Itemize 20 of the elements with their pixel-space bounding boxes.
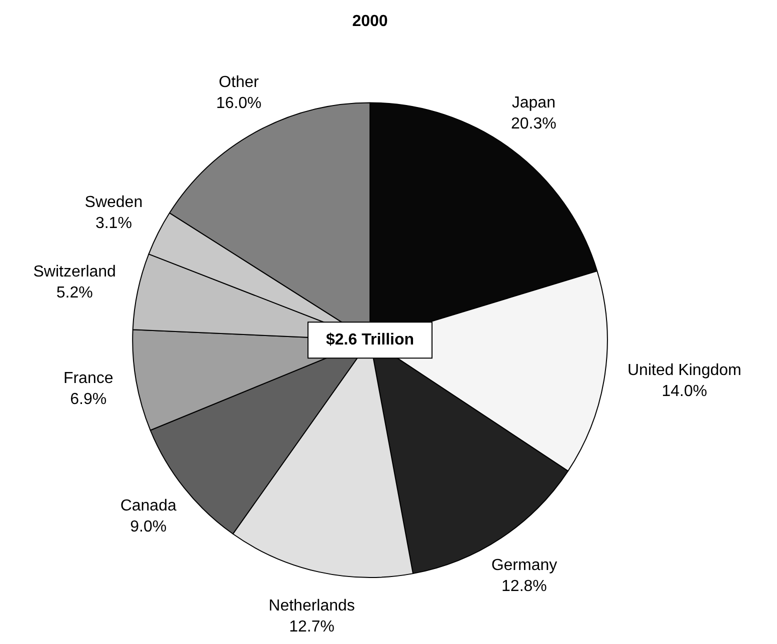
slice-label: Germany <box>491 557 558 574</box>
data-label: 20.3% <box>510 116 556 133</box>
data-label: 5.2% <box>56 284 93 302</box>
slice-label: Netherlands <box>268 597 355 614</box>
text: $2.6 Trillion <box>326 332 414 349</box>
data-label: 16.0% <box>216 95 262 112</box>
slice-label: Switzerland <box>33 263 116 280</box>
data-label: 6.9% <box>70 391 107 408</box>
data-label: 9.0% <box>130 518 167 536</box>
data-label: 14.0% <box>662 383 708 400</box>
slice-label: Sweden <box>84 194 143 212</box>
slice-label: United Kingdom <box>627 362 742 380</box>
slice-label: Canada <box>120 497 176 514</box>
data-label: 3.1% <box>95 215 132 232</box>
data-label: 12.7% <box>289 618 334 636</box>
slice-label: Other <box>218 74 260 92</box>
slice-label: France <box>63 370 114 388</box>
slice-label: Japan <box>512 94 556 112</box>
data-label: 12.8% <box>502 578 547 596</box>
chart-title: 2000 <box>352 13 388 30</box>
